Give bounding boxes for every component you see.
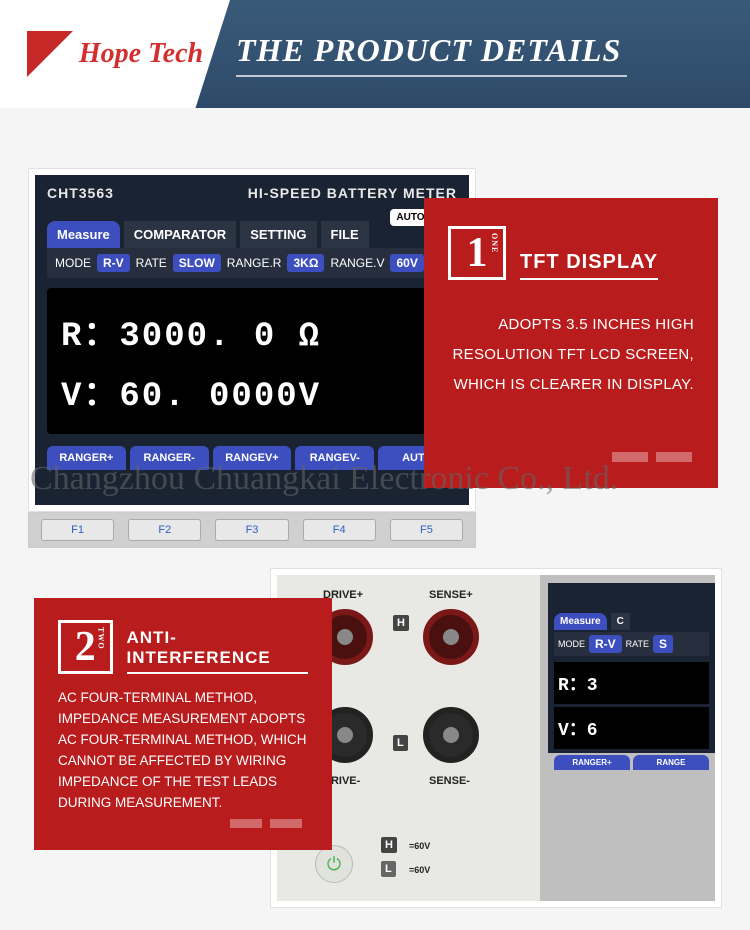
mini-ftab-1: RANGER+: [554, 755, 630, 770]
v60-b: =60V: [409, 865, 430, 875]
readout-r: R：3000. 0 Ω: [61, 306, 443, 356]
fn-f4[interactable]: F4: [303, 519, 376, 541]
label-l: L: [393, 735, 408, 751]
card1-num-word: ONE: [490, 233, 499, 253]
label-h2: H: [381, 837, 397, 853]
card1-num: 1 ONE: [448, 226, 506, 280]
mini-read-r: R：3: [554, 662, 709, 704]
mini-ftab-2: RANGE: [633, 755, 709, 770]
mode-label: MODE: [55, 256, 91, 270]
tab-file[interactable]: FILE: [321, 221, 369, 248]
readout-v: V：60. 0000V: [61, 366, 443, 416]
card2-num-word: TWO: [97, 627, 106, 650]
rangev-value: 60V: [390, 254, 423, 272]
fn-row: F1 F2 F3 F4 F5: [28, 512, 476, 548]
power-button[interactable]: ⏻: [315, 845, 353, 883]
brand-name: Hope Tech: [79, 38, 203, 70]
label-sense-plus: SENSE+: [429, 589, 473, 601]
label-l2: L: [381, 861, 396, 877]
ranger-value: 3KΩ: [287, 254, 324, 272]
tab-measure[interactable]: Measure: [47, 221, 120, 248]
rate-value: SLOW: [173, 254, 221, 272]
fn-f5[interactable]: F5: [390, 519, 463, 541]
header: Hope Tech THE PRODUCT DETAILS: [0, 0, 750, 108]
readout-area: R：3000. 0 Ω V：60. 0000V: [47, 288, 457, 434]
fn-f3[interactable]: F3: [215, 519, 288, 541]
card1-title: TFT DISPLAY: [520, 251, 658, 280]
logo-block: Hope Tech: [0, 0, 230, 108]
port-sense-minus: [423, 707, 479, 763]
device-model: CHT3563: [577, 605, 633, 620]
lcd-screen: CHT3563 HI-SPEED BATTERY METER AUTO 🔊 Me…: [35, 175, 469, 505]
label-h: H: [393, 615, 409, 631]
port-sense-plus: [423, 609, 479, 665]
page-title: THE PRODUCT DETAILS: [236, 32, 627, 77]
rangev-label: RANGE.V: [330, 256, 384, 270]
model-label: CHT3563: [47, 185, 114, 201]
fn-f1[interactable]: F1: [41, 519, 114, 541]
fn-f2[interactable]: F2: [128, 519, 201, 541]
rate-label: RATE: [136, 256, 167, 270]
logo-icon: [27, 31, 73, 77]
mini-read-v: V：6: [554, 707, 709, 749]
card1-deco: [612, 452, 692, 462]
card2-num: 2 TWO: [58, 620, 113, 674]
v60-a: =60V: [409, 841, 430, 851]
feature-card-1: 1 ONE TFT DISPLAY ADOPTS 3.5 INCHES HIGH…: [424, 198, 718, 488]
mini-screen: Measure C MODE R-V RATE S R：3 V：6 RANGER…: [540, 575, 715, 901]
tab-setting[interactable]: SETTING: [240, 221, 316, 248]
watermark: Changzhou Chuangkai Electronic Co., Ltd.: [30, 460, 618, 498]
mini-tab-comp: C: [611, 613, 630, 630]
mini-tab-measure: Measure: [554, 613, 607, 630]
card2-title: ANTI-INTERFERENCE: [127, 628, 309, 674]
card1-body: ADOPTS 3.5 INCHES HIGH RESOLUTION TFT LC…: [448, 310, 694, 400]
tab-comparator[interactable]: COMPARATOR: [124, 221, 236, 248]
mode-value: R-V: [97, 254, 130, 272]
label-sense-minus: SENSE-: [429, 775, 470, 787]
card2-deco: [230, 819, 302, 828]
feature-card-2: 2 TWO ANTI-INTERFERENCE AC FOUR-TERMINAL…: [34, 598, 332, 850]
ranger-label: RANGE.R: [227, 256, 282, 270]
card2-body: AC FOUR-TERMINAL METHOD, IMPEDANCE MEASU…: [58, 688, 308, 814]
device-photo: DRIVE+ SENSE+ H Rx L DRIVE- SENSE- ⏻ H L…: [270, 568, 722, 908]
